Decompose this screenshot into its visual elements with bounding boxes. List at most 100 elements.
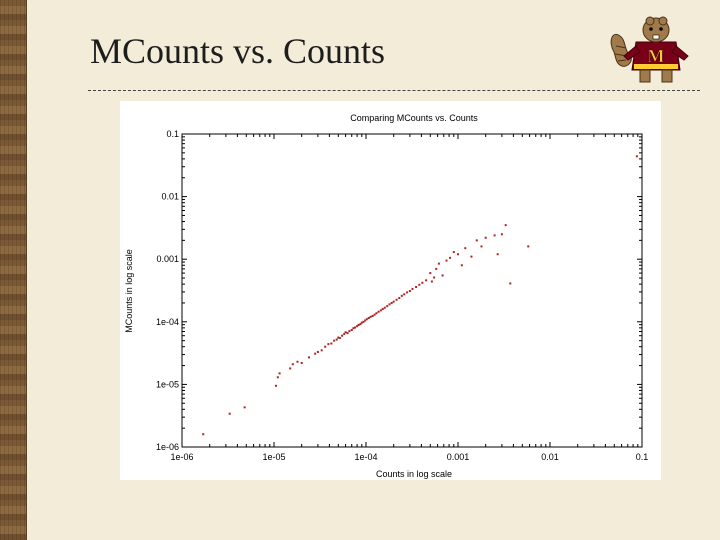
data-point (460, 264, 463, 267)
chart-panel: Comparing MCounts vs. Counts 1e-06 1e-05 1… (120, 101, 661, 480)
data-point (300, 361, 303, 364)
x-tick-label: 0.01 (541, 452, 559, 462)
data-point (350, 328, 353, 331)
data-point (202, 433, 205, 436)
y-tick-label: 1e-04 (156, 317, 179, 327)
data-point (392, 300, 395, 303)
data-point (403, 293, 406, 296)
data-point (480, 245, 483, 248)
data-point (369, 315, 372, 318)
data-point (296, 360, 299, 363)
data-point (415, 285, 418, 288)
decorative-left-border (0, 0, 27, 540)
x-tick-label: 1e-06 (170, 452, 193, 462)
data-point (362, 320, 365, 323)
data-point (316, 350, 319, 353)
data-point (470, 255, 473, 258)
data-point (375, 312, 378, 315)
data-point (354, 326, 357, 329)
data-point (509, 282, 512, 285)
data-point (395, 298, 398, 301)
data-point (435, 267, 438, 270)
data-point (356, 325, 359, 328)
data-point (373, 313, 376, 316)
data-point (337, 336, 340, 339)
y-tick-label: 1e-06 (156, 442, 179, 452)
data-point (357, 323, 360, 326)
data-point (346, 332, 349, 335)
x-tick-label: 0.001 (447, 452, 470, 462)
data-point (228, 412, 231, 415)
data-point (390, 301, 393, 304)
data-point (425, 279, 428, 282)
data-point (429, 272, 432, 275)
y-tick-label: 1e-05 (156, 379, 179, 389)
data-point (464, 247, 467, 250)
data-point (338, 337, 341, 340)
data-point (367, 317, 370, 320)
x-tick-label: 0.1 (636, 452, 649, 462)
data-point (418, 283, 421, 286)
data-point (475, 239, 478, 242)
data-point (400, 294, 403, 297)
data-point (379, 309, 382, 312)
data-point (449, 256, 452, 259)
data-point (381, 308, 384, 311)
data-point (243, 406, 246, 409)
data-point (344, 331, 347, 334)
data-point (452, 251, 455, 254)
data-point (324, 345, 327, 348)
data-point (359, 323, 362, 326)
data-point (278, 372, 281, 375)
y-tick-label: 0.1 (166, 129, 179, 139)
axis-ticks: 1e-06 1e-05 1e-04 0.001 0.01 0.1 1e-06 1e-05 1e-… (156, 129, 648, 462)
data-point (411, 287, 414, 290)
data-point (433, 276, 436, 279)
mascot-letter: M (648, 46, 665, 66)
data-point (445, 259, 448, 262)
data-point (437, 262, 440, 265)
data-point (377, 310, 380, 313)
data-point (386, 305, 389, 308)
data-point (371, 314, 374, 317)
x-tick-label: 1e-05 (262, 452, 285, 462)
data-point (341, 334, 344, 337)
data-point (343, 332, 346, 335)
title-divider (88, 90, 700, 91)
data-point (314, 352, 317, 355)
data-point (289, 367, 292, 370)
data-point (327, 343, 330, 346)
data-point (493, 234, 496, 237)
data-point (527, 245, 530, 248)
data-point (330, 342, 333, 345)
data-point (348, 330, 351, 333)
x-axis-label: Counts in log scale (376, 469, 452, 479)
data-points (202, 155, 638, 436)
data-point (274, 384, 277, 387)
data-point (406, 291, 409, 294)
data-point (360, 321, 363, 324)
y-tick-label: 0.01 (161, 192, 179, 202)
data-point (635, 155, 638, 158)
data-point (398, 296, 401, 299)
data-point (320, 349, 323, 352)
goldy-gopher-mascot-icon: M (610, 16, 689, 83)
data-point (307, 356, 310, 359)
data-point (430, 280, 433, 283)
data-point (364, 319, 367, 322)
data-point (365, 318, 368, 321)
data-point (484, 236, 487, 239)
data-point (388, 303, 391, 306)
data-point (457, 253, 459, 256)
chart-title: Comparing MCounts vs. Counts (350, 113, 478, 123)
data-point (291, 363, 294, 366)
data-point (408, 290, 411, 293)
slide-title: MCounts vs. Counts (90, 31, 386, 71)
x-tick-label: 1e-04 (354, 452, 377, 462)
y-axis-label: MCounts in log scale (124, 249, 134, 333)
scatter-chart: Comparing MCounts vs. Counts 1e-06 1e-05 1… (124, 113, 648, 479)
data-point (496, 253, 499, 256)
data-point (335, 338, 338, 341)
data-point (504, 224, 507, 227)
plot-frame (181, 133, 643, 448)
